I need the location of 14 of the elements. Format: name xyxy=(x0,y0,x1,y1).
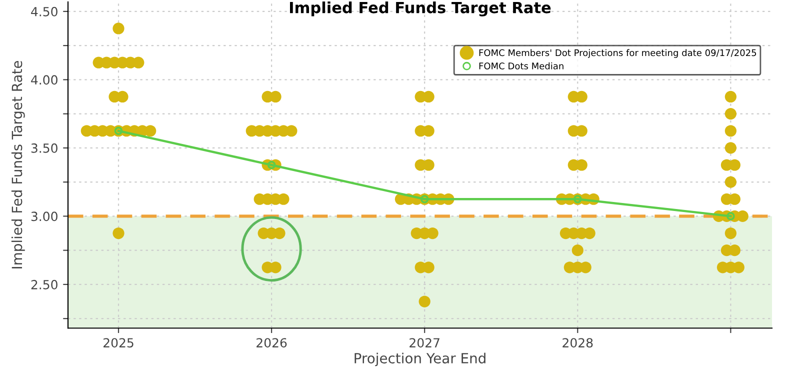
y-tick-label: 3.50 xyxy=(31,143,58,153)
x-tick-label: 2027 xyxy=(410,338,440,348)
y-tick-label: 4.50 xyxy=(31,6,58,16)
y-tick-label: 4.00 xyxy=(31,75,58,85)
y-tick-label: 2.50 xyxy=(31,280,58,290)
x-tick-label: 2028 xyxy=(562,338,593,348)
legend-label: FOMC Dots Median xyxy=(479,62,564,70)
x-axis-title: Projection Year End xyxy=(354,352,486,366)
x-tick-label: 2026 xyxy=(256,338,287,348)
x-tick-label: 2025 xyxy=(104,338,134,348)
y-axis-title: Implied Fed Funds Target Rate xyxy=(11,61,25,268)
legend-label: FOMC Members' Dot Projections for meeting date 09/17/2025 xyxy=(479,49,756,58)
chart-title: Implied Fed Funds Target Rate xyxy=(290,2,551,16)
y-tick-label: 3.00 xyxy=(31,212,58,222)
